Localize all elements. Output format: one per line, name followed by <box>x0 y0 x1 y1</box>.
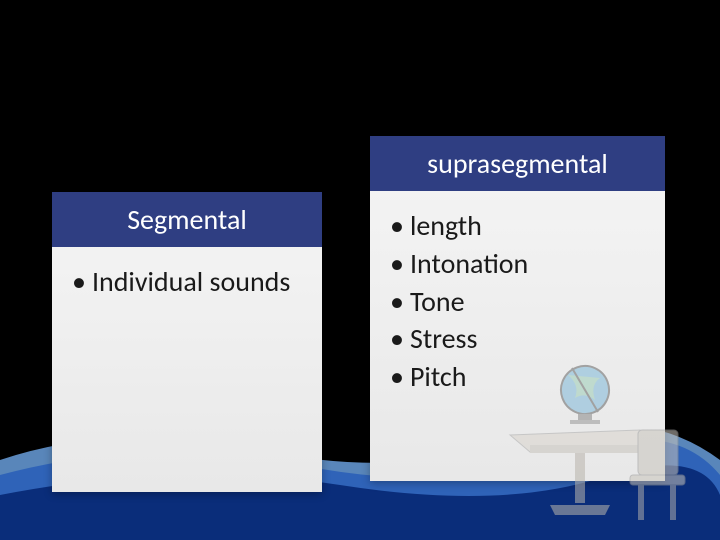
list-item: •Individual sounds <box>72 263 302 301</box>
item-label: Stress <box>410 320 477 358</box>
item-label: Individual sounds <box>92 263 290 301</box>
bullet-icon: • <box>72 263 86 301</box>
item-label: length <box>410 207 482 245</box>
list-item: •length <box>390 207 645 245</box>
card-segmental: Segmental •Individual sounds <box>52 192 322 492</box>
bullet-icon: • <box>390 320 404 358</box>
item-label: Tone <box>410 283 465 321</box>
bullet-icon: • <box>390 245 404 283</box>
bullet-icon: • <box>390 283 404 321</box>
card-header-segmental: Segmental <box>52 192 322 247</box>
item-label: Pitch <box>410 358 466 396</box>
bullet-icon: • <box>390 207 404 245</box>
desk-globe-chair-illustration <box>490 350 690 530</box>
bullet-icon: • <box>390 358 404 396</box>
card-header-suprasegmental: suprasegmental <box>370 136 665 191</box>
list-item: •Tone <box>390 283 645 321</box>
card-body-segmental: •Individual sounds <box>52 247 322 325</box>
item-label: Intonation <box>410 245 528 283</box>
list-item: •Intonation <box>390 245 645 283</box>
